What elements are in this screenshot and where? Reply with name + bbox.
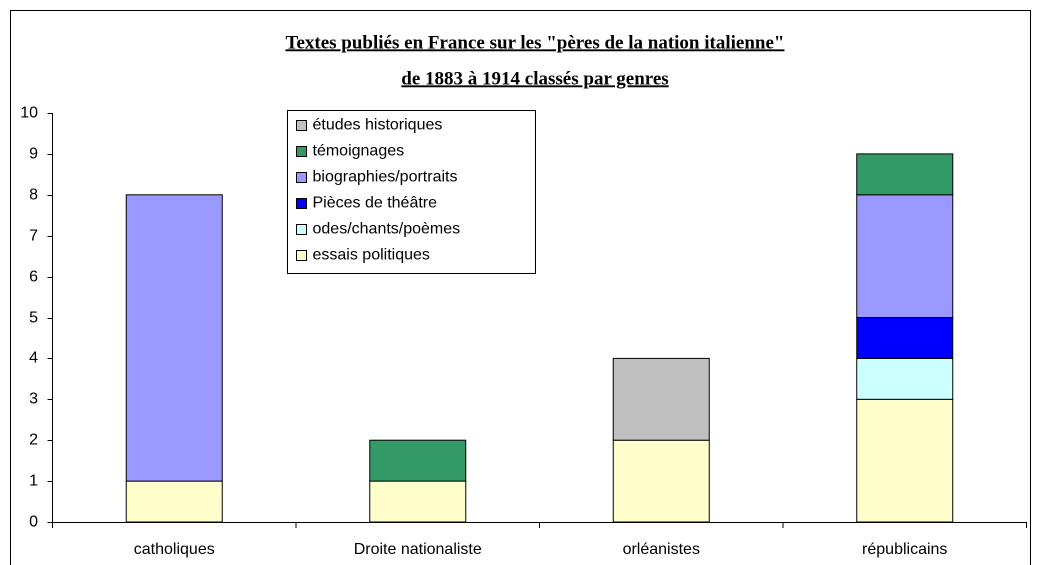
x-tick-label: catholiques — [134, 541, 215, 558]
y-tick-label: 3 — [29, 391, 38, 408]
legend-label: Pièces de théâtre — [313, 195, 438, 212]
bar-segment — [856, 317, 954, 359]
y-tick-label: 7 — [29, 228, 38, 245]
y-tick-label: 2 — [29, 432, 38, 449]
y-tick-label: 0 — [29, 514, 38, 531]
legend-swatch — [296, 120, 307, 131]
bar-segment — [125, 194, 223, 482]
y-tick-label: 8 — [29, 187, 38, 204]
x-tick-label: républicains — [862, 541, 947, 558]
legend-swatch — [296, 198, 307, 209]
x-tick-label: orléanistes — [623, 541, 700, 558]
legend-label: essais politiques — [313, 247, 430, 264]
bar-segment — [125, 480, 223, 523]
bar-segment — [856, 153, 954, 196]
bar-segment — [612, 439, 710, 523]
bar-segment — [856, 357, 954, 400]
chart-title: de 1883 à 1914 classés par genres — [401, 68, 668, 89]
legend-label: études historiques — [313, 117, 443, 134]
bar-segment — [612, 357, 710, 441]
y-tick-label: 6 — [29, 269, 38, 286]
legend-label: biographies/portraits — [313, 169, 458, 186]
bar-segment — [369, 480, 467, 523]
y-tick-label: 1 — [29, 473, 38, 490]
y-tick-label: 10 — [20, 105, 38, 122]
y-tick-label: 5 — [29, 310, 38, 327]
y-tick-label: 9 — [29, 146, 38, 163]
bar-segment — [856, 194, 954, 318]
chart-frame — [10, 10, 1031, 565]
chart-title: Textes publiés en France sur les "pères … — [286, 32, 785, 53]
legend-label: odes/chants/poèmes — [313, 221, 461, 238]
legend-swatch — [296, 250, 307, 261]
bar-segment — [369, 439, 467, 482]
legend-swatch — [296, 172, 307, 183]
legend-label: témoignages — [313, 143, 405, 160]
legend-swatch — [296, 224, 307, 235]
x-tick-label: Droite nationaliste — [354, 541, 482, 558]
legend-box — [287, 110, 536, 274]
bar-segment — [856, 398, 954, 523]
y-tick-label: 4 — [29, 350, 38, 367]
legend-swatch — [296, 146, 307, 157]
